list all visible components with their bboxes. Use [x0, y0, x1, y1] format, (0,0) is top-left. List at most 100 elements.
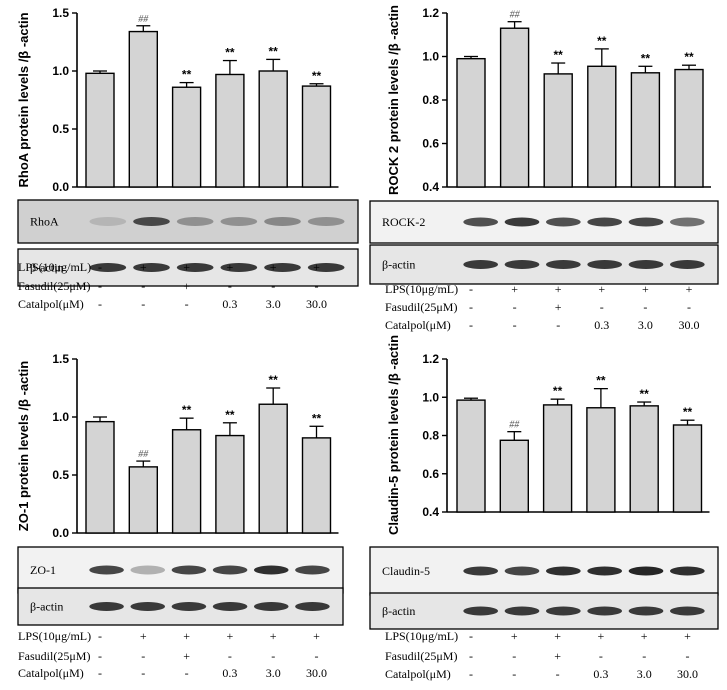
condition-value: -: [642, 649, 646, 663]
y-tick-label: 0.0: [52, 180, 69, 194]
significance-mark: ##: [510, 10, 521, 21]
condition-label: Catalpol(μM): [18, 666, 84, 680]
condition-value: +: [598, 282, 605, 296]
significance-mark: ##: [509, 420, 520, 431]
bar: [301, 85, 332, 188]
protein-band: [669, 217, 705, 227]
y-tick-label: 0.0: [52, 526, 69, 540]
condition-value: -: [469, 318, 473, 332]
chart-panel-a: RhoA protein levels /β -actin 0.0 0.5 1.0 1.…: [16, 6, 359, 311]
protein-band: [133, 217, 170, 226]
condition-value: +: [313, 629, 320, 643]
condition-value: +: [511, 629, 518, 643]
significance-mark: **: [554, 48, 564, 62]
condition-value: -: [687, 300, 691, 314]
significance-mark: **: [225, 46, 235, 60]
condition-label: Fasudil(25μM): [385, 649, 457, 663]
protein-band: [89, 565, 124, 575]
condition-value: -: [98, 297, 102, 311]
target-blot-label: ZO-1: [30, 563, 56, 577]
bar: [85, 420, 115, 534]
condition-value: -: [512, 667, 516, 681]
bar: [542, 404, 573, 513]
protein-band: [171, 602, 207, 611]
protein-band: [295, 602, 330, 611]
protein-band: [130, 565, 166, 575]
condition-label: LPS(10μg/mL): [385, 629, 458, 643]
condition-value: -: [512, 649, 516, 663]
significance-mark: **: [641, 51, 651, 65]
bar: [258, 403, 288, 534]
beta-actin-blot-label: β-actin: [30, 261, 63, 275]
condition-value: -: [469, 300, 473, 314]
condition-value: -: [556, 318, 560, 332]
y-tick-label: 1.0: [422, 390, 439, 404]
protein-band: [253, 565, 289, 575]
condition-value: 0.3: [593, 667, 608, 681]
y-tick-label: 0.5: [52, 122, 69, 136]
protein-band: [307, 217, 345, 226]
bar: [215, 73, 245, 188]
y-axis-title: ROCK 2 protein levels /β -actin: [386, 5, 401, 195]
condition-value: -: [315, 649, 319, 663]
condition-value: -: [513, 318, 517, 332]
condition-value: +: [140, 629, 147, 643]
protein-band: [669, 566, 705, 576]
bar: [630, 72, 661, 188]
protein-band: [545, 217, 581, 227]
protein-band: [504, 566, 540, 576]
condition-value: -: [469, 282, 473, 296]
protein-band: [628, 260, 664, 269]
bar: [629, 405, 659, 513]
condition-value: -: [271, 279, 275, 293]
condition-value: +: [270, 260, 277, 274]
condition-label: Fasudil(25μM): [385, 300, 457, 314]
significance-mark: ##: [138, 449, 149, 460]
condition-value: -: [98, 279, 102, 293]
bar: [499, 27, 530, 188]
protein-band: [253, 602, 289, 611]
condition-value: +: [270, 629, 277, 643]
condition-value: +: [642, 282, 649, 296]
condition-value: -: [315, 279, 319, 293]
condition-value: -: [643, 300, 647, 314]
protein-band: [212, 602, 248, 611]
bar: [586, 407, 616, 513]
condition-value: +: [554, 629, 561, 643]
condition-label: LPS(10μg/mL): [18, 260, 91, 274]
protein-band: [587, 606, 623, 616]
protein-band: [545, 260, 581, 269]
protein-band: [171, 565, 207, 575]
y-tick-label: 1.2: [422, 6, 439, 20]
condition-value: -: [185, 297, 189, 311]
condition-value: -: [98, 260, 102, 274]
y-tick-label: 0.8: [422, 429, 439, 443]
y-axis-title: Claudin-5 protein levels /β -actin: [386, 335, 401, 535]
protein-band: [307, 263, 345, 272]
significance-mark: **: [553, 384, 563, 398]
condition-value: 0.3: [594, 318, 609, 332]
condition-label: LPS(10μg/mL): [18, 629, 91, 643]
condition-value: -: [98, 649, 102, 663]
protein-band: [133, 263, 170, 272]
y-tick-label: 0.4: [422, 180, 439, 194]
protein-band: [220, 217, 258, 226]
y-tick-label: 1.2: [422, 352, 439, 366]
condition-value: -: [98, 629, 102, 643]
bar: [499, 439, 529, 513]
condition-value: 30.0: [679, 318, 700, 332]
protein-band: [176, 263, 214, 272]
protein-band: [89, 263, 127, 272]
bar: [456, 399, 486, 513]
protein-band: [669, 606, 705, 616]
y-tick-label: 1.0: [52, 410, 69, 424]
protein-band: [587, 566, 623, 576]
condition-value: 0.3: [222, 666, 237, 680]
condition-value: +: [183, 649, 190, 663]
protein-band: [628, 606, 664, 616]
condition-value: -: [686, 649, 690, 663]
y-tick-label: 0.6: [422, 467, 439, 481]
condition-value: 3.0: [266, 666, 281, 680]
beta-actin-blot-label: β-actin: [382, 258, 415, 272]
chart-panel-b: ROCK 2 protein levels /β -actin 0.4 0.6 0.8…: [369, 5, 719, 332]
